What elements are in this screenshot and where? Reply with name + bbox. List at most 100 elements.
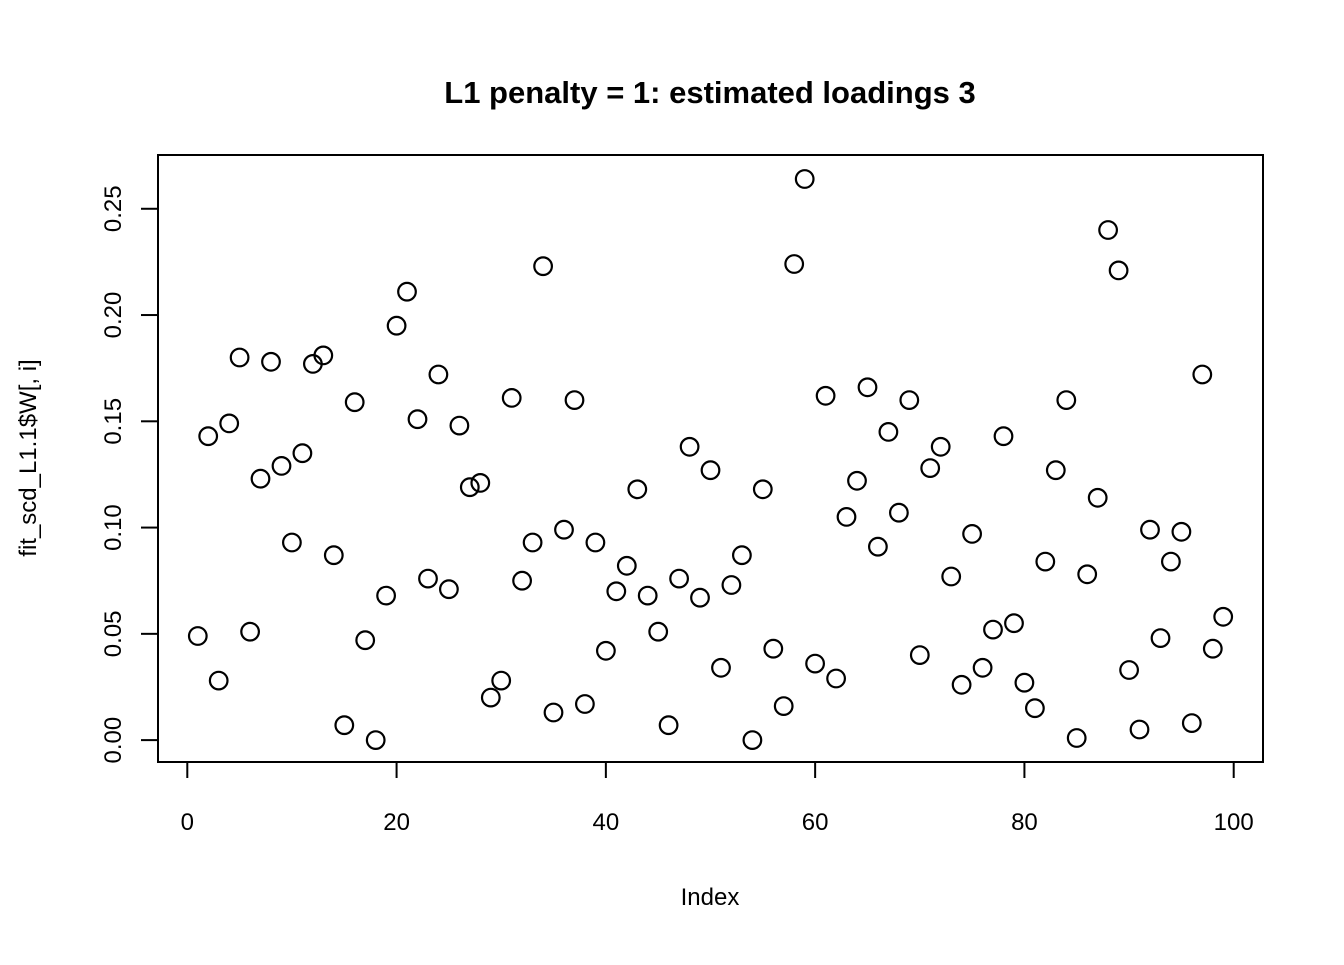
data-point (575, 694, 595, 714)
data-point (240, 621, 261, 642)
y-tick-label: 0.00 (100, 717, 127, 764)
data-point (857, 377, 878, 398)
data-point (752, 479, 773, 500)
data-point (616, 555, 637, 576)
data-point (187, 626, 208, 646)
y-tick-label: 0.10 (100, 504, 127, 551)
data-point (1024, 698, 1045, 719)
data-point (1066, 728, 1087, 748)
y-axis-label: fit_scd_L1.1$W[, i] (15, 359, 42, 556)
data-point (1087, 487, 1108, 508)
data-point (449, 415, 470, 436)
x-tick-label: 40 (593, 809, 620, 836)
data-point (606, 581, 627, 602)
data-point (501, 388, 522, 408)
data-point (585, 532, 606, 553)
data-point (690, 587, 710, 608)
data-point (1056, 390, 1077, 411)
y-tick-label: 0.15 (100, 398, 127, 445)
data-point (930, 436, 951, 457)
data-point (836, 507, 857, 527)
x-tick-label: 100 (1214, 809, 1254, 836)
data-point (1213, 606, 1234, 627)
data-point (826, 668, 846, 689)
data-point (459, 477, 480, 498)
plot-title: L1 penalty = 1: estimated loadings 3 (444, 75, 975, 110)
data-point (522, 532, 543, 553)
y-tick-label: 0.20 (100, 292, 127, 339)
data-point (1098, 220, 1118, 240)
data-point (564, 390, 585, 411)
data-point (805, 653, 825, 674)
data-point (983, 619, 1003, 640)
data-point (313, 345, 334, 366)
data-point (794, 169, 815, 189)
data-point (334, 715, 355, 736)
data-point (732, 545, 752, 566)
data-point (1160, 551, 1181, 572)
data-point (878, 422, 899, 442)
data-point (323, 545, 344, 566)
data-point (1077, 564, 1098, 585)
data-points (187, 169, 1234, 750)
data-point (972, 657, 993, 678)
data-point (1202, 638, 1223, 659)
data-point (1150, 628, 1171, 648)
data-point (993, 426, 1014, 447)
data-point (554, 519, 574, 540)
data-point (386, 315, 407, 336)
data-point (596, 640, 616, 661)
data-point (711, 657, 731, 678)
data-point (282, 532, 302, 553)
data-point (1014, 672, 1035, 693)
data-point (418, 568, 438, 589)
data-point (543, 702, 564, 723)
data-point (1035, 551, 1056, 572)
data-point (491, 670, 512, 691)
data-point (250, 468, 271, 489)
x-axis-label: Index (681, 884, 740, 911)
data-point (198, 426, 219, 447)
data-point (407, 409, 428, 430)
data-point (208, 670, 229, 691)
x-tick-label: 80 (1011, 809, 1038, 836)
data-point (763, 638, 784, 659)
data-point (815, 385, 836, 406)
data-point (847, 470, 867, 491)
data-point (480, 687, 501, 708)
y-tick-label: 0.25 (100, 185, 127, 232)
data-point (658, 715, 679, 736)
data-point (700, 460, 721, 481)
data-point (376, 585, 397, 606)
data-point (742, 730, 763, 750)
data-point (1004, 613, 1024, 634)
data-point (219, 413, 240, 434)
data-point (669, 568, 689, 589)
data-point (261, 351, 281, 372)
data-point (271, 456, 292, 476)
data-point (637, 585, 658, 606)
data-point (533, 256, 553, 277)
data-point (920, 458, 941, 479)
data-point (1045, 460, 1066, 481)
data-point (1171, 521, 1192, 542)
data-point (292, 443, 313, 464)
data-point (962, 524, 982, 544)
data-point (889, 502, 909, 523)
data-point (470, 473, 491, 493)
data-point (868, 536, 888, 557)
x-tick-label: 20 (383, 809, 410, 836)
data-point (512, 570, 532, 591)
data-point (1181, 713, 1202, 733)
plot-box (157, 154, 1264, 763)
data-point (773, 696, 794, 716)
data-point (721, 575, 742, 595)
data-point (344, 392, 365, 413)
x-tick-label: 60 (802, 809, 829, 836)
data-point (951, 674, 972, 695)
x-axis-ticks: 0 20 40 60 80 100 (181, 763, 1254, 836)
data-point (428, 364, 449, 385)
data-point (909, 645, 930, 665)
